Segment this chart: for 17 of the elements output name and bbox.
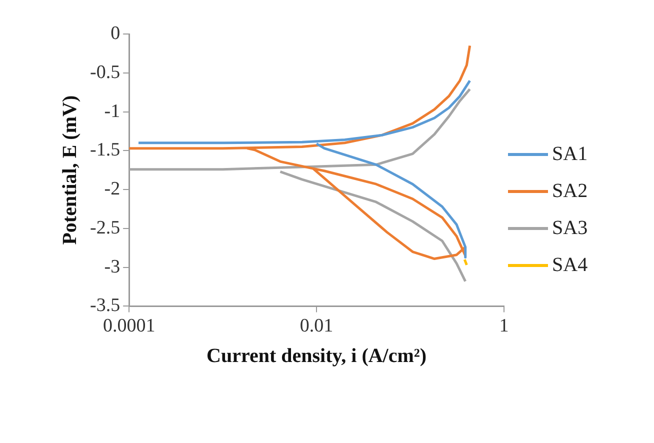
y-tick-label: -2.5: [90, 217, 120, 238]
x-tick-label: 0.0001: [102, 316, 156, 337]
y-tick-label: -1: [104, 100, 120, 122]
y-tick-label: -3.5: [90, 295, 120, 316]
x-axis-title: Current density, i (A/cm²): [206, 345, 427, 368]
legend-label: SA1: [552, 143, 588, 166]
x-tick-label: 0.01: [300, 316, 334, 337]
x-tick-label: 1: [499, 316, 509, 337]
legend-label: SA2: [552, 180, 588, 203]
y-tick-label: -0.5: [90, 62, 120, 83]
legend-label: SA3: [552, 217, 588, 240]
y-tick-label: -3: [104, 256, 120, 278]
y-axis-title: Potential, E (mV): [59, 95, 82, 245]
y-tick-label: -1.5: [90, 140, 120, 161]
y-tick-label: 0: [110, 22, 120, 44]
legend-label: SA4: [552, 254, 588, 277]
y-tick-label: -2: [104, 178, 120, 200]
